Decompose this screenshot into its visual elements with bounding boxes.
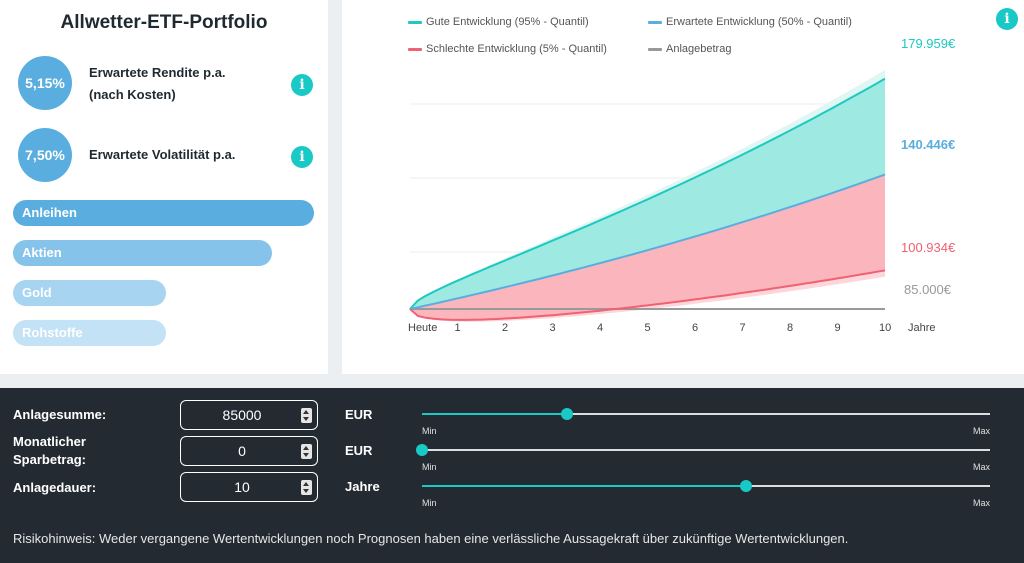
monthly-saving-label: Monatlicher Sparbetrag: bbox=[13, 434, 86, 467]
investment-duration-value: 10 bbox=[234, 479, 250, 495]
series-expected-line bbox=[409, 173, 886, 310]
x-tick-heute: Heute bbox=[408, 322, 438, 334]
investment-duration-label: Anlagedauer: bbox=[13, 480, 97, 495]
investment-duration-input[interactable]: 10 bbox=[180, 472, 318, 502]
x-tick-9: 9 bbox=[834, 322, 841, 334]
legend-bad-label: Schlechte Entwicklung (5% - Quantil) bbox=[426, 43, 607, 55]
allocation-bar-rohstoffe: Rohstoffe bbox=[13, 320, 166, 346]
end-label-bad: 100.934€ bbox=[901, 240, 956, 255]
investment-amount-input[interactable]: 85000 bbox=[180, 400, 318, 430]
monthly-saving-slider-max: Max bbox=[972, 462, 990, 472]
investment-amount-slider-max: Max bbox=[972, 426, 990, 436]
controls-panel: Anlagesumme: 85000 EUR Min Max Monatlich… bbox=[0, 388, 1024, 563]
investment-duration-slider-fill bbox=[422, 485, 746, 487]
series-good-line bbox=[409, 77, 886, 310]
investment-amount-slider-fill bbox=[422, 413, 567, 415]
legend-invested-label: Anlagebetrag bbox=[666, 43, 732, 55]
allocation-bar-gold: Gold bbox=[13, 280, 166, 306]
legend-bad-swatch bbox=[408, 47, 422, 51]
monthly-saving-unit: EUR bbox=[345, 443, 373, 458]
investment-amount-slider-track bbox=[422, 413, 990, 415]
x-tick-10: 10 bbox=[879, 322, 892, 334]
monthly-saving-slider-track bbox=[422, 449, 990, 451]
projection-chart bbox=[409, 69, 886, 322]
investment-amount-unit: EUR bbox=[345, 407, 373, 422]
monthly-saving-spinner[interactable] bbox=[301, 444, 312, 459]
end-label-good: 179.959€ bbox=[901, 36, 956, 51]
x-tick-6: 6 bbox=[692, 322, 699, 334]
investment-amount-slider-thumb[interactable] bbox=[560, 408, 573, 420]
x-tick-8: 8 bbox=[787, 322, 794, 334]
portfolio-summary-panel: Allwetter-ETF-Portfolio 5,15% Erwartete … bbox=[0, 0, 328, 374]
monthly-saving-slider-min: Min bbox=[422, 462, 437, 472]
legend-invested: Anlagebetrag bbox=[648, 43, 731, 55]
allocation-label-anleihen: Anleihen bbox=[22, 205, 77, 220]
expected-return-value: 5,15% bbox=[18, 56, 72, 110]
legend-good-label: Gute Entwicklung (95% - Quantil) bbox=[426, 16, 589, 28]
projection-chart-panel: Gute Entwicklung (95% - Quantil) Erwarte… bbox=[342, 0, 1024, 374]
allocation-label-gold: Gold bbox=[22, 285, 52, 300]
monthly-saving-value: 0 bbox=[238, 443, 246, 459]
x-tick-2: 2 bbox=[502, 322, 509, 334]
allocation-bar-aktien: Aktien bbox=[13, 240, 272, 266]
x-tick-7: 7 bbox=[739, 322, 746, 334]
investment-amount-slider[interactable]: Min Max bbox=[422, 403, 990, 436]
series-bad-line bbox=[409, 269, 886, 321]
expected-return-label-line2: (nach Kosten) bbox=[89, 87, 176, 102]
legend-bad: Schlechte Entwicklung (5% - Quantil) bbox=[408, 43, 607, 55]
chart-info-icon[interactable]: i bbox=[996, 8, 1018, 30]
end-label-invested: 85.000€ bbox=[904, 282, 951, 297]
legend-expected-label: Erwartete Entwicklung (50% - Quantil) bbox=[666, 16, 852, 28]
investment-amount-value: 85000 bbox=[222, 407, 262, 423]
x-tick-5: 5 bbox=[644, 322, 651, 334]
expected-return-label-line1: Erwartete Rendite p.a. bbox=[89, 65, 226, 80]
investment-duration-slider[interactable]: Min Max bbox=[422, 475, 990, 508]
expected-return-info-icon[interactable]: i bbox=[291, 74, 313, 96]
allocation-label-rohstoffe: Rohstoffe bbox=[22, 325, 83, 340]
monthly-saving-slider-thumb[interactable] bbox=[416, 444, 428, 456]
x-tick-3: 3 bbox=[549, 322, 556, 334]
investment-duration-spinner[interactable] bbox=[301, 480, 312, 495]
investment-duration-slider-min: Min bbox=[422, 498, 437, 508]
investment-amount-slider-min: Min bbox=[422, 426, 437, 436]
legend-expected-swatch bbox=[648, 20, 662, 24]
monthly-saving-input[interactable]: 0 bbox=[180, 436, 318, 466]
monthly-saving-slider[interactable]: Min Max bbox=[416, 439, 990, 472]
investment-duration-slider-max: Max bbox=[972, 498, 990, 508]
portfolio-title: Allwetter-ETF-Portfolio bbox=[60, 12, 268, 33]
outer-upper-band bbox=[410, 69, 885, 310]
expected-volatility-info-icon[interactable]: i bbox=[291, 146, 313, 168]
expected-volatility-value: 7,50% bbox=[18, 128, 72, 182]
legend-good-swatch bbox=[408, 20, 422, 24]
allocation-bar-anleihen: Anleihen bbox=[13, 200, 314, 226]
x-tick-1: 1 bbox=[454, 322, 461, 334]
investment-amount-label: Anlagesumme: bbox=[13, 407, 107, 422]
legend-expected: Erwartete Entwicklung (50% - Quantil) bbox=[648, 16, 852, 28]
allocation-label-aktien: Aktien bbox=[22, 245, 62, 260]
expected-volatility-row: 7,50% Erwartete Volatilität p.a. i bbox=[18, 128, 318, 184]
investment-amount-spinner[interactable] bbox=[301, 408, 312, 423]
investment-duration-unit: Jahre bbox=[345, 479, 380, 494]
end-label-expected: 140.446€ bbox=[901, 137, 956, 152]
legend-good: Gute Entwicklung (95% - Quantil) bbox=[408, 16, 589, 28]
legend-invested-swatch bbox=[648, 47, 662, 51]
x-axis-label: Jahre bbox=[908, 322, 936, 334]
x-tick-4: 4 bbox=[597, 322, 604, 334]
expected-return-row: 5,15% Erwartete Rendite p.a. (nach Koste… bbox=[18, 56, 318, 112]
investment-duration-slider-thumb[interactable] bbox=[739, 480, 752, 492]
expected-return-label: Erwartete Rendite p.a. (nach Kosten) bbox=[89, 62, 226, 106]
expected-volatility-label: Erwartete Volatilität p.a. bbox=[89, 147, 236, 162]
lower-band bbox=[410, 174, 885, 320]
risk-disclaimer: Risikohinweis: Weder vergangene Wertentw… bbox=[13, 531, 849, 546]
